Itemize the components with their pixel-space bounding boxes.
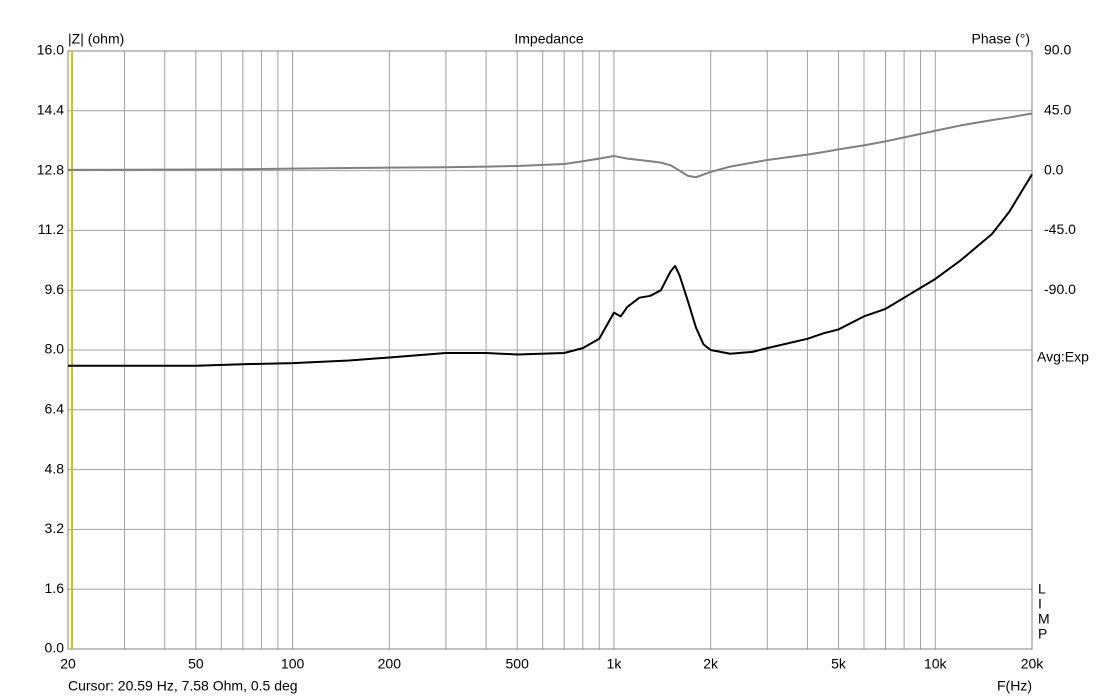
x-tick-label: 1k: [607, 656, 623, 672]
y-tick-label: 0.0: [45, 640, 65, 656]
cursor-readout: Cursor: 20.59 Hz, 7.58 Ohm, 0.5 deg: [68, 678, 298, 694]
brand-letter: I: [1038, 596, 1042, 612]
brand-letter: M: [1038, 611, 1050, 627]
x-tick-label: 20: [60, 656, 76, 672]
x-tick-label: 200: [378, 656, 402, 672]
x-tick-label: 10k: [924, 656, 948, 672]
x-axis-label: F(Hz): [997, 678, 1032, 694]
y-tick-label: 11.2: [38, 221, 64, 237]
y-tick-label: 9.6: [45, 281, 65, 297]
brand-letter: P: [1038, 626, 1047, 642]
y-tick-label: 1.6: [45, 580, 65, 596]
y2-tick-label: -45.0: [1044, 221, 1076, 237]
brand-letter: L: [1038, 581, 1046, 597]
avg-label: Avg:Exp: [1037, 349, 1089, 365]
y2-tick-label: 45.0: [1044, 102, 1071, 118]
y2-tick-label: 90.0: [1044, 42, 1071, 58]
y-tick-label: 6.4: [45, 401, 65, 417]
y-tick-label: 16.0: [37, 42, 64, 58]
y-tick-label: 12.8: [37, 161, 64, 177]
x-tick-label: 50: [188, 656, 204, 672]
x-tick-label: 20k: [1021, 656, 1045, 672]
x-tick-label: 500: [506, 656, 530, 672]
data-line: [67, 112, 1033, 179]
y-axis-label: |Z| (ohm): [68, 31, 124, 47]
data-line: [68, 173, 1033, 367]
x-tick-label: 100: [281, 656, 305, 672]
y2-tick-label: -90.0: [1044, 281, 1076, 297]
y2-axis-label: Phase (°): [971, 31, 1030, 47]
x-tick-label: 5k: [831, 656, 847, 672]
y-tick-label: 4.8: [45, 460, 65, 476]
chart-title: Impedance: [514, 31, 583, 47]
x-tick-label: 2k: [703, 656, 719, 672]
y-tick-label: 8.0: [45, 341, 65, 357]
plot-frame: [67, 50, 1033, 650]
y-tick-label: 3.2: [45, 520, 65, 536]
y2-tick-label: 0.0: [1044, 161, 1064, 177]
y-tick-label: 14.4: [37, 102, 64, 118]
